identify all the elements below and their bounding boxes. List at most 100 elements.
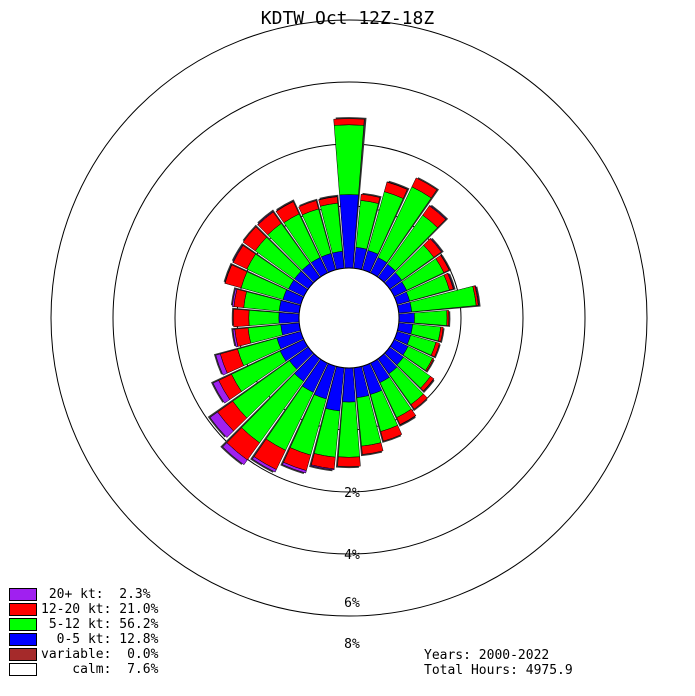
wedge-segment bbox=[318, 196, 338, 201]
wedge-segment bbox=[423, 378, 435, 392]
wedge-segment bbox=[425, 357, 435, 372]
wedge-segment bbox=[429, 237, 443, 253]
wedge-segment bbox=[278, 312, 300, 324]
wedge-240 bbox=[211, 339, 309, 404]
wedge-70 bbox=[394, 272, 456, 306]
wedge-segment bbox=[215, 353, 228, 376]
wedge-segment bbox=[257, 211, 274, 226]
legend-label: 0-5 kt: 12.8% bbox=[41, 632, 159, 647]
ring-labels: 2% 4% 6% 8% bbox=[344, 486, 360, 652]
wedge-50 bbox=[384, 237, 444, 290]
wedge-segment bbox=[360, 193, 381, 204]
wedge-100 bbox=[397, 322, 445, 343]
calm-circle bbox=[298, 267, 400, 369]
wedge-140 bbox=[377, 353, 428, 411]
wedge-segment bbox=[252, 456, 277, 473]
wedge-20 bbox=[362, 180, 410, 273]
ring-label: 8% bbox=[344, 637, 360, 652]
legend-item: 0-5 kt: 12.8% bbox=[9, 632, 158, 647]
legend-swatch bbox=[9, 588, 37, 601]
legend: 20+ kt: 2.3% 12-20 kt: 21.0% 5-12 kt: 56… bbox=[9, 587, 158, 677]
wedge-340 bbox=[298, 198, 337, 273]
legend-label: 5-12 kt: 56.2% bbox=[41, 617, 159, 632]
legend-label: variable: 0.0% bbox=[41, 647, 159, 662]
legend-swatch bbox=[9, 663, 37, 676]
wedge-segment bbox=[411, 177, 438, 199]
total-hours-text: Total Hours: 4975.9 bbox=[424, 663, 573, 678]
legend-item: 20+ kt: 2.3% bbox=[9, 587, 158, 602]
wedge-190 bbox=[309, 366, 345, 472]
legend-item: 12-20 kt: 21.0% bbox=[9, 602, 158, 617]
wedge-segment bbox=[380, 425, 403, 442]
wedge-segment bbox=[333, 124, 365, 196]
legend-item: 5-12 kt: 56.2% bbox=[9, 617, 158, 632]
wedge-segment bbox=[242, 226, 267, 252]
wedge-segment bbox=[282, 462, 307, 474]
wedge-300 bbox=[231, 243, 309, 297]
wedge-segment bbox=[474, 285, 480, 306]
wedge-30 bbox=[370, 177, 439, 278]
wedge-segment bbox=[298, 200, 319, 216]
legend-item: variable: 0.0% bbox=[9, 647, 158, 662]
direction-wedges bbox=[207, 117, 481, 475]
wedge-segment bbox=[398, 312, 415, 324]
wedge-segment bbox=[248, 310, 280, 326]
ring-label: 2% bbox=[344, 486, 360, 501]
wedge-310 bbox=[242, 224, 314, 290]
wedge-40 bbox=[377, 204, 449, 283]
ring-label: 4% bbox=[344, 548, 360, 563]
wedge-segment bbox=[212, 380, 231, 404]
wedge-segment bbox=[386, 181, 408, 190]
legend-item: calm: 7.6% bbox=[9, 662, 158, 677]
wedge-60 bbox=[389, 254, 452, 297]
wedge-220 bbox=[220, 353, 321, 466]
years-text: Years: 2000-2022 bbox=[424, 648, 550, 663]
wedge-segment bbox=[222, 442, 248, 466]
wedge-segment bbox=[399, 415, 417, 426]
wedge-segment bbox=[232, 244, 244, 263]
wedge-segment bbox=[361, 442, 384, 455]
wedge-260 bbox=[231, 322, 301, 348]
footer: Years: 2000-2022 Total Hours: 4975.9 bbox=[424, 648, 573, 678]
wedge-180 bbox=[335, 367, 361, 469]
wedge-110 bbox=[394, 331, 441, 359]
ring-label: 6% bbox=[344, 596, 360, 611]
wedge-120 bbox=[389, 339, 435, 373]
legend-swatch bbox=[9, 603, 37, 616]
legend-swatch bbox=[9, 648, 37, 661]
legend-swatch bbox=[9, 618, 37, 631]
wedge-80 bbox=[397, 285, 481, 314]
wedge-150 bbox=[370, 358, 417, 427]
wedge-10 bbox=[353, 192, 382, 270]
chart-title: KDTW Oct 12Z-18Z bbox=[260, 8, 435, 29]
range-ring bbox=[50, 19, 648, 617]
wedge-segment bbox=[333, 118, 365, 126]
wedge-350 bbox=[318, 194, 345, 270]
wedge-segment bbox=[447, 272, 455, 290]
wedge-250 bbox=[213, 330, 304, 376]
wedge-0 bbox=[333, 117, 367, 269]
wedge-segment bbox=[446, 310, 450, 326]
wedge-segment bbox=[233, 308, 250, 328]
wedge-segment bbox=[429, 204, 447, 220]
legend-label: calm: 7.6% bbox=[41, 662, 159, 677]
wedge-segment bbox=[209, 411, 234, 438]
wedge-segment bbox=[310, 464, 335, 471]
wedge-320 bbox=[257, 209, 321, 283]
wedge-segment bbox=[437, 326, 444, 342]
wedge-90 bbox=[398, 310, 451, 327]
wedge-210 bbox=[250, 358, 328, 473]
wedge-130 bbox=[384, 346, 435, 393]
range-ring bbox=[112, 81, 586, 555]
wedge-280 bbox=[230, 287, 301, 314]
legend-label: 20+ kt: 2.3% bbox=[41, 587, 151, 602]
wedge-segment bbox=[430, 341, 440, 358]
wedge-230 bbox=[207, 346, 314, 438]
wedge-segment bbox=[440, 254, 450, 271]
wedge-330 bbox=[275, 199, 328, 278]
wedge-segment bbox=[275, 201, 294, 212]
wedge-segment bbox=[410, 393, 428, 410]
wedge-290 bbox=[223, 262, 304, 305]
wedge-segment bbox=[232, 328, 239, 348]
